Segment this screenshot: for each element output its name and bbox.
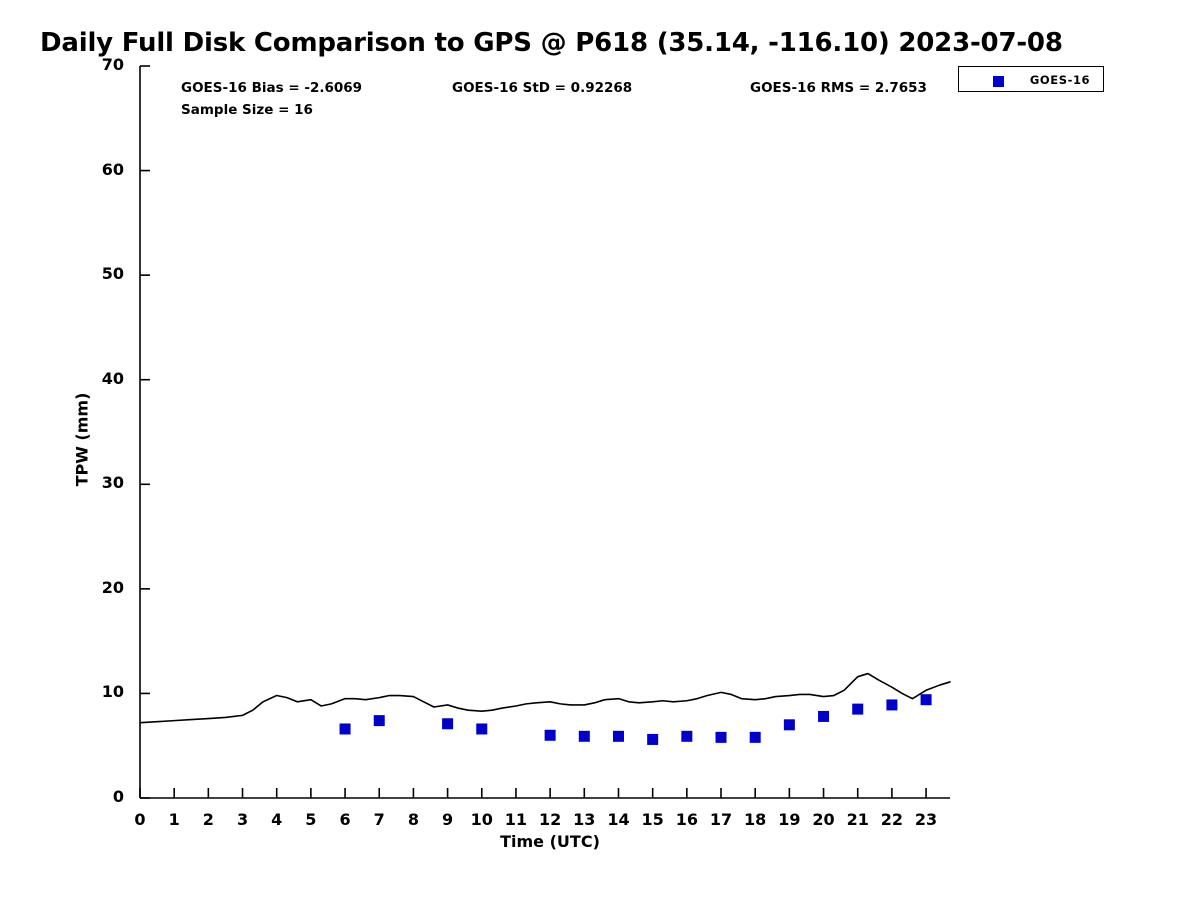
x-tick-label: 8: [407, 810, 419, 829]
x-tick-label: 19: [778, 810, 801, 829]
data-point-marker: [749, 731, 761, 743]
y-tick-label: 70: [101, 55, 124, 74]
x-tick-label: 14: [607, 810, 630, 829]
y-tick-label: 0: [112, 787, 124, 806]
x-tick-label: 10: [470, 810, 493, 829]
data-point-marker: [476, 723, 488, 735]
x-tick-label: 6: [339, 810, 351, 829]
x-tick-label: 12: [538, 810, 562, 829]
x-tick-label: 13: [573, 810, 596, 829]
x-tick-label: 21: [846, 810, 869, 829]
x-tick-label: 3: [236, 810, 249, 829]
y-tick-label: 40: [101, 368, 124, 388]
y-tick-label: 60: [101, 159, 124, 179]
x-tick-label: 17: [709, 810, 733, 829]
data-point-marker: [578, 730, 590, 742]
annotation-rms: GOES-16 RMS = 2.7653: [750, 80, 927, 96]
x-tick-label: 4: [271, 810, 283, 829]
x-tick-label: 9: [442, 810, 454, 829]
annotation-sample-size: Sample Size = 16: [181, 102, 313, 118]
x-tick-label: 18: [744, 810, 767, 829]
data-point-marker: [681, 730, 693, 742]
x-axis-label: Time (UTC): [500, 832, 600, 851]
y-tick-label: 20: [101, 577, 124, 597]
y-tick-label: 10: [101, 682, 124, 702]
x-tick-label: 20: [812, 810, 835, 829]
data-point-marker: [544, 729, 556, 741]
x-tick-label: 5: [305, 810, 317, 829]
data-point-marker: [715, 731, 727, 743]
legend-marker-goes16-icon: [993, 76, 1004, 87]
legend[interactable]: GOES-16: [958, 66, 1104, 92]
y-tick-label: 30: [101, 473, 124, 493]
x-tick-label: 11: [504, 810, 528, 829]
x-tick-label: 23: [914, 810, 938, 829]
data-point-marker: [612, 730, 624, 742]
data-point-marker: [783, 719, 795, 731]
x-tick-label: 22: [880, 810, 904, 829]
data-point-marker: [886, 699, 898, 711]
data-point-marker: [852, 703, 864, 715]
data-point-marker: [339, 723, 351, 735]
axes-frame: [139, 65, 950, 799]
x-tick-label: 16: [675, 810, 698, 829]
x-tick-label: 15: [641, 810, 664, 829]
data-series-layer: [139, 672, 951, 745]
series-line-gps: [139, 672, 951, 724]
data-point-marker: [920, 694, 932, 706]
page-title: Daily Full Disk Comparison to GPS @ P618…: [40, 28, 1063, 58]
annotation-std: GOES-16 StD = 0.92268: [452, 80, 633, 96]
annotation-bias: GOES-16 Bias = -2.6069: [181, 80, 363, 96]
data-point-marker: [647, 733, 659, 745]
legend-label-goes16: GOES-16: [1029, 73, 1091, 87]
x-tick-label: 2: [202, 810, 214, 829]
data-point-marker: [818, 710, 830, 722]
data-point-marker: [373, 715, 385, 727]
series-scatter-goes-16: [339, 694, 932, 745]
x-tick-label: 7: [373, 810, 385, 829]
x-tick-label: 1: [168, 810, 180, 829]
y-tick-label: 50: [101, 264, 124, 284]
data-point-marker: [442, 718, 454, 730]
x-tick-label: 0: [134, 810, 146, 829]
